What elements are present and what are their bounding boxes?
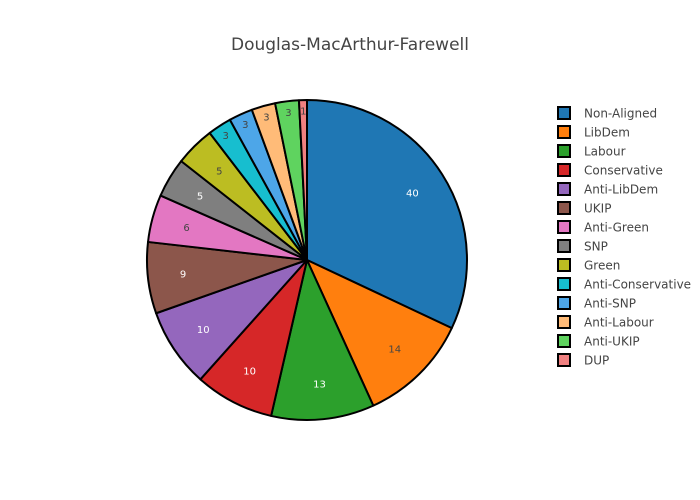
legend-label-anti-labour[interactable]: Anti-Labour — [584, 316, 654, 330]
pie-slice-labour — [270, 259, 375, 421]
legend-swatch-non-aligned[interactable] — [557, 106, 571, 120]
slice-value-anti-labour: 3 — [263, 112, 269, 123]
legend-label-anti-conservative[interactable]: Anti-Conservative — [584, 278, 691, 292]
legend-swatch-libdem[interactable] — [557, 125, 571, 139]
legend-label-labour[interactable]: Labour — [584, 145, 626, 159]
legend-label-anti-ukip[interactable]: Anti-UKIP — [584, 335, 640, 349]
legend-label-green[interactable]: Green — [584, 259, 620, 273]
legend-label-dup[interactable]: DUP — [584, 354, 609, 368]
legend-label-conservative[interactable]: Conservative — [584, 164, 663, 178]
chart-title: Douglas-MacArthur-Farewell — [231, 35, 469, 55]
legend-swatch-anti-conservative[interactable] — [557, 277, 571, 291]
legend-swatch-green[interactable] — [557, 258, 571, 272]
slice-value-non-aligned: 40 — [406, 189, 419, 200]
pie-slice-dup — [297, 98, 308, 261]
legend-swatch-ukip[interactable] — [557, 201, 571, 215]
slice-value-anti-conservative: 3 — [223, 131, 229, 142]
legend-label-snp[interactable]: SNP — [584, 240, 608, 254]
legend-swatch-anti-ukip[interactable] — [557, 334, 571, 348]
pie-slice-libdem — [306, 259, 453, 407]
slice-value-labour: 13 — [313, 380, 326, 391]
slice-value-dup: 1 — [300, 107, 306, 118]
legend-label-ukip[interactable]: UKIP — [584, 202, 611, 216]
legend-swatch-snp[interactable] — [557, 239, 571, 253]
legend-swatch-anti-green[interactable] — [557, 220, 571, 234]
legend-label-anti-green[interactable]: Anti-Green — [584, 221, 649, 235]
legend-swatch-anti-snp[interactable] — [557, 296, 571, 310]
slice-value-ukip: 9 — [180, 270, 186, 281]
legend-label-anti-libdem[interactable]: Anti-LibDem — [584, 183, 658, 197]
slice-value-anti-green: 6 — [183, 223, 189, 234]
slice-value-conservative: 10 — [243, 366, 256, 377]
legend-swatch-anti-libdem[interactable] — [557, 182, 571, 196]
pie-slice-non-aligned — [306, 99, 468, 330]
slice-value-anti-snp: 3 — [242, 120, 248, 131]
slice-value-snp: 5 — [197, 191, 203, 202]
legend-swatch-dup[interactable] — [557, 353, 571, 367]
legend-swatch-anti-labour[interactable] — [557, 315, 571, 329]
legend-swatch-conservative[interactable] — [557, 163, 571, 177]
slice-value-anti-ukip: 3 — [285, 108, 291, 119]
legend-label-anti-snp[interactable]: Anti-SNP — [584, 297, 636, 311]
legend: Non-Aligned LibDem Labour Conservative Anti-… — [557, 106, 691, 368]
slice-value-anti-libdem: 10 — [197, 325, 210, 336]
slice-value-green: 5 — [216, 167, 222, 178]
pie-slices — [146, 98, 468, 421]
legend-swatch-labour[interactable] — [557, 144, 571, 158]
slice-value-libdem: 14 — [388, 344, 401, 355]
legend-label-libdem[interactable]: LibDem — [584, 126, 630, 140]
legend-label-non-aligned[interactable]: Non-Aligned — [584, 107, 657, 121]
